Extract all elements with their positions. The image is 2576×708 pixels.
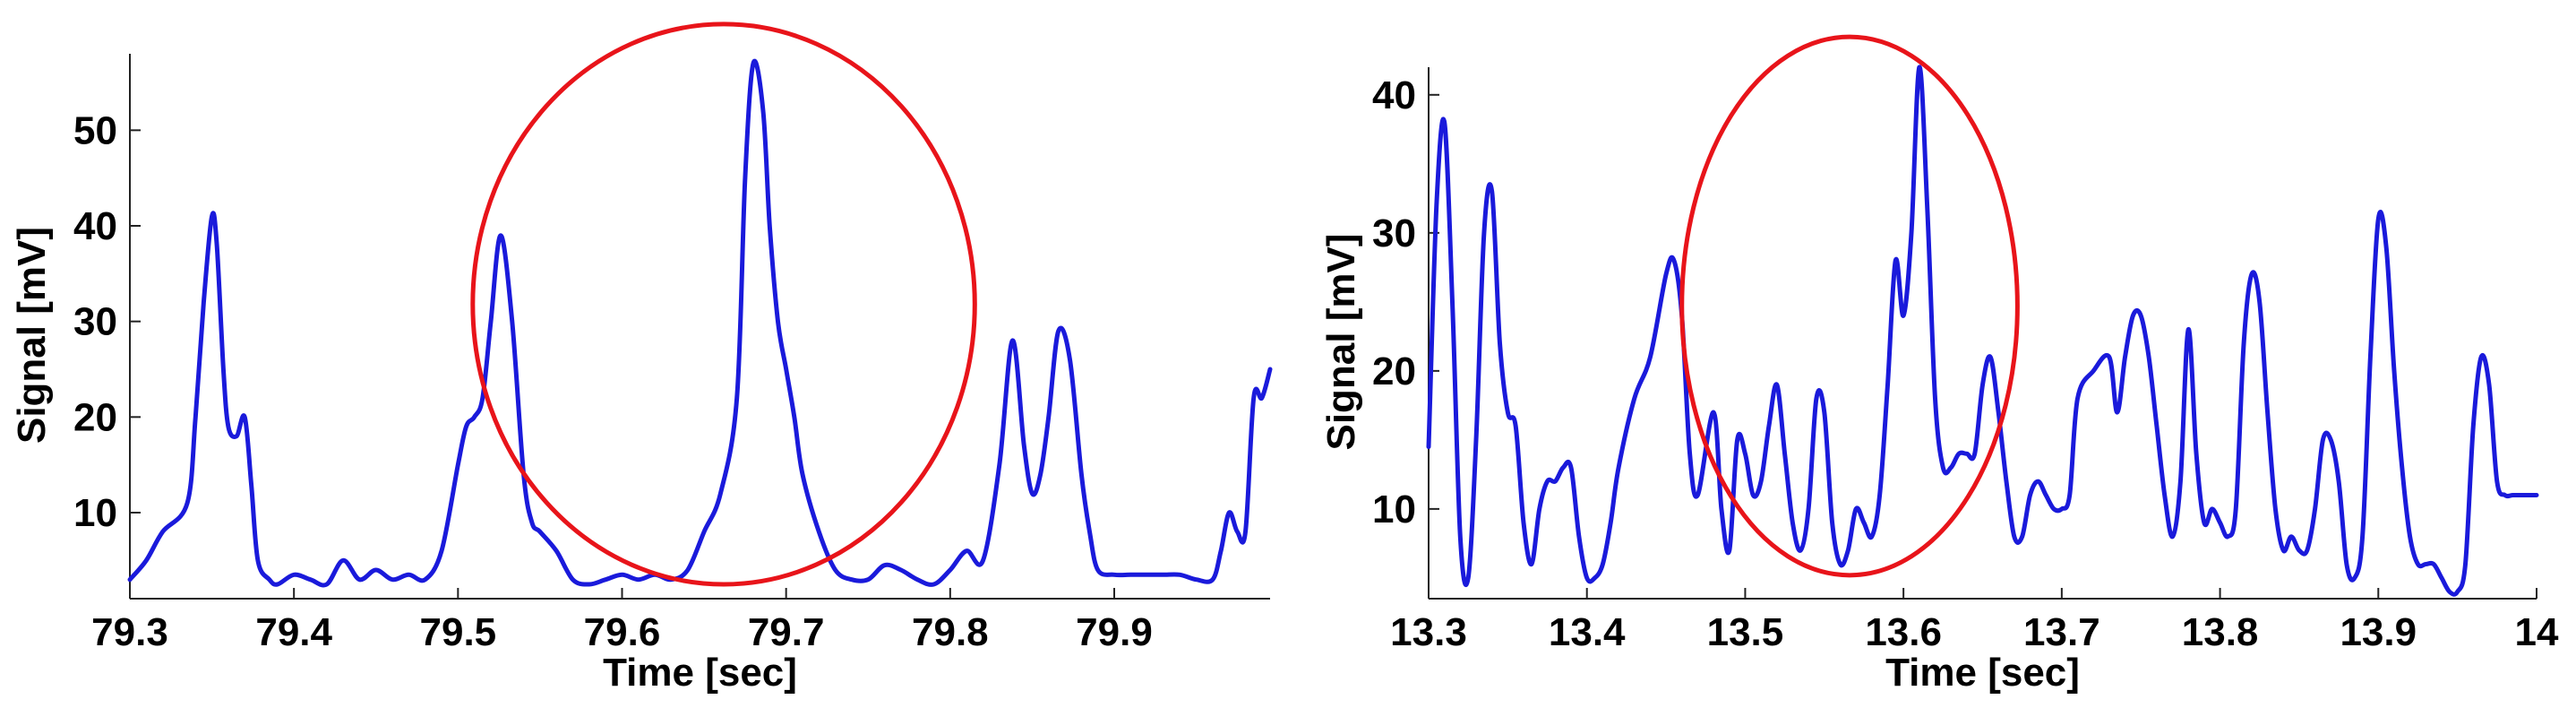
- y-tick-label: 30: [1372, 212, 1416, 255]
- x-tick-label: 13.9: [2340, 610, 2417, 654]
- x-tick-label: 13.4: [1549, 610, 1626, 654]
- x-tick-label: 13.3: [1390, 610, 1467, 654]
- x-tick-label: 79.7: [748, 610, 825, 654]
- signal-line-series-0: [1426, 65, 2539, 597]
- y-tick-label: 10: [1372, 488, 1416, 531]
- y-tick-label: 40: [73, 204, 117, 248]
- y-tick-label: 40: [1372, 73, 1416, 117]
- x-tick-label: 14: [2515, 610, 2559, 654]
- y-tick-label: 20: [1372, 350, 1416, 393]
- y-tick-label: 20: [73, 395, 117, 439]
- x-tick-label: 79.3: [91, 610, 168, 654]
- x-tick-label: 13.8: [2182, 610, 2259, 654]
- x-tick-label: 13.7: [2023, 610, 2100, 654]
- y-axis-label: Signal [mV]: [1319, 233, 1363, 450]
- highlight-ellipse: [470, 22, 977, 587]
- y-tick-label: 10: [73, 491, 117, 535]
- x-tick-label: 13.5: [1707, 610, 1784, 654]
- chart-left: 79.3 79.4 79.5 79.6 79.7 79.8 79.9 10 20 30 40 50 Ti…: [10, 22, 1273, 695]
- x-axis-label: Time [sec]: [603, 651, 797, 695]
- x-tick-label: 79.8: [912, 610, 989, 654]
- highlight-ellipse: [1679, 34, 2020, 578]
- signal-line-series-0: [127, 58, 1273, 588]
- x-tick-label: 79.6: [584, 610, 661, 654]
- x-tick-label: 79.5: [420, 610, 497, 654]
- x-tick-label: 13.6: [1865, 610, 1942, 654]
- y-axis-label: Signal [mV]: [10, 227, 54, 444]
- x-tick-label: 79.9: [1076, 610, 1153, 654]
- x-tick-label: 79.4: [255, 610, 332, 654]
- y-tick-label: 50: [73, 108, 117, 152]
- x-axis-label: Time [sec]: [1885, 651, 2080, 695]
- y-tick-label: 30: [73, 300, 117, 344]
- chart-right: 13.3 13.4 13.5 13.6 13.7 13.8 13.9 14 10 20 30 40 Ti…: [1319, 34, 2559, 695]
